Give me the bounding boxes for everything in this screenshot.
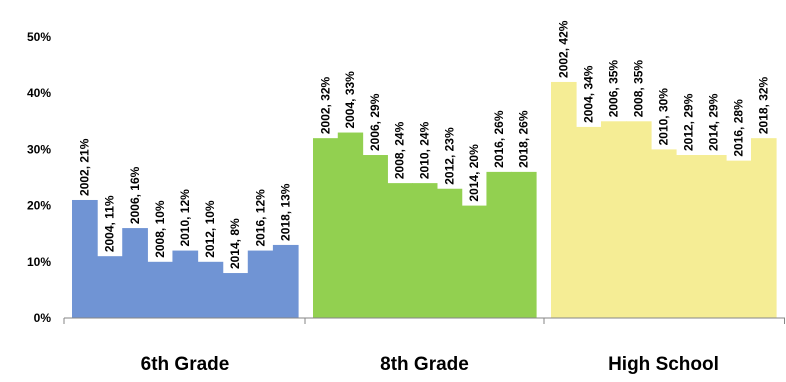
bar xyxy=(222,273,249,318)
data-label: 2014, 20% xyxy=(467,144,481,202)
data-labels: 2002, 21% 2004, 11% 2006, 16% 2008, 10% 2010… xyxy=(78,20,771,269)
bar xyxy=(387,183,413,318)
group-label: 8th Grade xyxy=(380,354,469,375)
group-label: High School xyxy=(608,354,719,375)
bar xyxy=(726,160,752,318)
data-label: 2010, 12% xyxy=(178,189,192,247)
data-label: 2004, 33% xyxy=(343,71,357,129)
bar xyxy=(362,155,388,318)
data-label: 2008, 35% xyxy=(632,60,646,118)
bar xyxy=(247,250,274,318)
bar xyxy=(486,171,512,318)
bar xyxy=(511,171,537,318)
data-label: 2010, 24% xyxy=(418,121,432,179)
y-tick-label: 20% xyxy=(27,199,51,213)
bar xyxy=(97,256,123,318)
data-label: 2016, 28% xyxy=(732,99,746,157)
bar xyxy=(272,244,299,318)
bar xyxy=(147,261,174,318)
bar xyxy=(461,205,488,318)
bar xyxy=(576,126,602,318)
bar xyxy=(751,138,777,318)
data-label: 2016, 26% xyxy=(492,110,506,168)
bar xyxy=(436,188,463,318)
data-label: 2002, 42% xyxy=(557,20,571,78)
data-label: 2016, 12% xyxy=(253,189,267,247)
data-label: 2014, 8% xyxy=(228,218,242,269)
data-label: 2004, 34% xyxy=(582,65,596,123)
group-labels: 6th Grade 8th Grade High School xyxy=(141,354,719,375)
data-label: 2006, 35% xyxy=(607,60,621,118)
y-tick-label: 50% xyxy=(27,30,51,44)
data-label: 2008, 10% xyxy=(153,200,167,258)
bar xyxy=(172,250,199,318)
data-label: 2018, 26% xyxy=(517,110,531,168)
bar xyxy=(701,155,727,318)
data-label: 2018, 13% xyxy=(278,183,292,241)
data-label: 2012, 10% xyxy=(203,200,217,258)
bar xyxy=(601,121,627,318)
y-tick-label: 40% xyxy=(27,86,51,100)
y-tick-label: 10% xyxy=(27,255,51,269)
data-label: 2018, 32% xyxy=(757,76,771,134)
data-label: 2006, 29% xyxy=(368,93,382,151)
bars xyxy=(72,81,777,319)
bar xyxy=(197,261,224,318)
data-label: 2010, 30% xyxy=(657,88,671,146)
y-axis-ticks: 0% 10% 20% 30% 40% 50% xyxy=(27,30,51,325)
data-label: 2012, 29% xyxy=(682,93,696,151)
data-label: 2004, 11% xyxy=(103,195,117,252)
group-label: 6th Grade xyxy=(141,354,230,375)
bar xyxy=(72,199,98,318)
data-label: 2012, 23% xyxy=(442,127,456,185)
bar xyxy=(676,155,702,318)
axes xyxy=(63,317,785,324)
bar xyxy=(551,81,577,319)
bar xyxy=(412,183,438,318)
data-label: 2006, 16% xyxy=(128,166,142,224)
bar xyxy=(651,149,677,318)
data-label: 2002, 21% xyxy=(78,138,92,196)
bar xyxy=(337,132,364,318)
data-label: 2008, 24% xyxy=(393,121,407,179)
y-tick-label: 30% xyxy=(27,142,51,156)
data-label: 2002, 32% xyxy=(318,76,332,134)
bar xyxy=(626,121,652,318)
data-label: 2014, 29% xyxy=(707,93,721,151)
bar xyxy=(313,138,339,318)
y-tick-label: 0% xyxy=(34,311,52,325)
bar xyxy=(122,228,148,318)
